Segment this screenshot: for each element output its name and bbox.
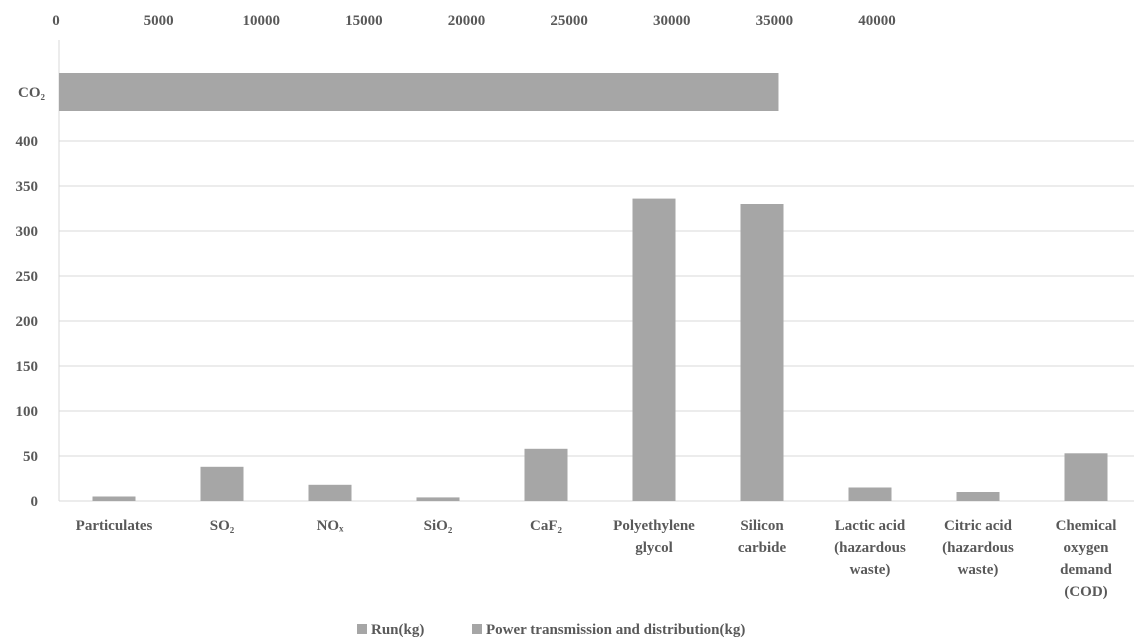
x-category-label: Polyethylene glycol	[613, 518, 695, 556]
legend: Run(kg) Power transmission and distribut…	[357, 622, 745, 638]
y-tick-label: 250	[16, 269, 39, 285]
x-category-label: Citric acid (hazardous waste)	[942, 518, 1014, 578]
y-tick-label: 300	[16, 224, 39, 240]
x-tick-label: 30000	[653, 13, 691, 29]
x-category-label: Silicon carbide	[738, 518, 787, 556]
x-category-label: CaF₂	[530, 518, 562, 534]
bar	[740, 204, 784, 501]
x-category-label: SO₂	[210, 518, 235, 534]
y-tick-label: 200	[16, 314, 39, 330]
y-tick-label: 0	[31, 494, 39, 510]
x-tick-label: 0	[52, 13, 60, 29]
x-tick-label: 40000	[858, 13, 896, 29]
co2-bar	[59, 73, 779, 111]
bar	[956, 492, 1000, 501]
legend-swatch-power-transmission	[472, 624, 482, 634]
bar	[92, 496, 136, 501]
x-tick-label: 25000	[550, 13, 588, 29]
y-tick-label: 350	[16, 179, 39, 195]
emissions-vertical-bar-panel: 0 50 100 150 200 250 300 350 400 Particulates SO₂ N…	[16, 134, 1134, 600]
y-tick-label: 100	[16, 404, 39, 420]
bar	[1064, 453, 1108, 501]
y-tick-label: 150	[16, 359, 39, 375]
legend-label-power-transmission: Power transmission and distribution(kg)	[486, 622, 745, 638]
bar	[524, 448, 568, 501]
x-tick-label: 15000	[345, 13, 383, 29]
x-category-label: Chemical oxygen demand (COD)	[1056, 518, 1117, 600]
co2-horizontal-bar-panel: 0 5000 10000 15000 20000 25000 30000 35000 40000…	[18, 13, 896, 141]
y-tick-label: 50	[23, 449, 38, 465]
x-tick-label: 35000	[756, 13, 794, 29]
x-tick-label: 10000	[243, 13, 281, 29]
y-tick-label: 400	[16, 134, 39, 150]
bar	[632, 198, 676, 501]
bar	[416, 497, 460, 501]
x-tick-label: 5000	[144, 13, 174, 29]
x-tick-label: 20000	[448, 13, 486, 29]
x-category-label: SiO₂	[424, 518, 453, 534]
x-category-label: Lactic acid (hazardous waste)	[834, 518, 906, 578]
x-category-label: Particulates	[76, 518, 153, 534]
legend-swatch-run	[357, 624, 367, 634]
legend-label-run: Run(kg)	[371, 622, 424, 638]
bar	[848, 487, 892, 501]
bar	[200, 466, 244, 501]
y-category-label: CO₂	[18, 85, 46, 101]
bar	[308, 484, 352, 501]
x-category-label: NOₓ	[317, 518, 345, 534]
